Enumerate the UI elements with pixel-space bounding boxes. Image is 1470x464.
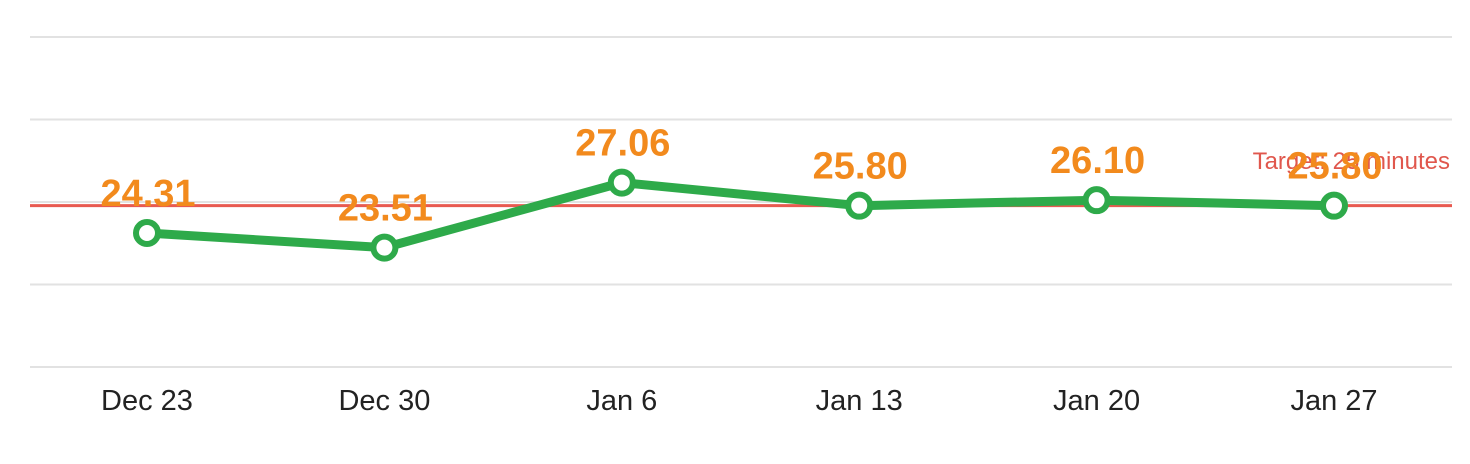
x-tick-label: Dec 30 (338, 385, 430, 417)
data-point-3 (607, 168, 636, 197)
data-label-3: 27.06 (575, 123, 670, 165)
data-label-2: 23.51 (338, 188, 433, 230)
data-label-5: 26.10 (1050, 140, 1145, 182)
data-label-4: 25.80 (813, 146, 908, 188)
data-label-6: 25.80 (1287, 146, 1382, 188)
data-label-1: 24.31 (100, 173, 195, 215)
data-point-1 (133, 218, 161, 247)
data-point-6 (1320, 191, 1348, 220)
x-tick-label: Dec 23 (101, 385, 193, 417)
data-point-5 (1082, 186, 1111, 215)
data-point-4 (845, 191, 874, 220)
x-tick-label: Jan 6 (586, 385, 657, 417)
target-label: Target: 25 minutes (1253, 148, 1450, 175)
data-point-2 (370, 233, 399, 262)
x-tick-label: Jan 13 (816, 385, 903, 417)
x-tick-label: Jan 20 (1053, 385, 1140, 417)
series-line (142, 178, 1339, 253)
x-tick-label: Jan 27 (1290, 385, 1377, 417)
